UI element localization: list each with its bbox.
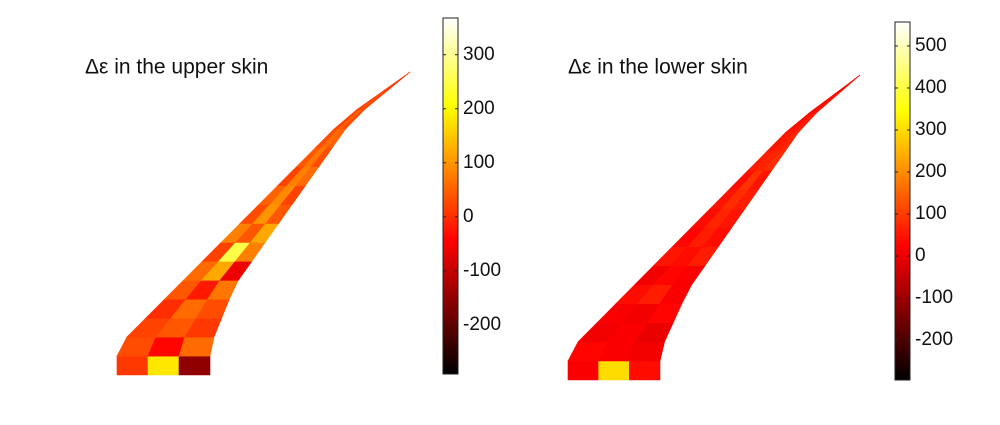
colorbar-tick-label: 100 [915, 203, 947, 224]
colorbar-tick-label: 0 [463, 206, 474, 227]
colorbar-tick-label: 0 [915, 245, 926, 266]
heat-cell [337, 109, 363, 130]
colorbar-tick-label: -200 [463, 314, 501, 335]
heat-cell [567, 360, 599, 381]
heat-cell [813, 93, 839, 114]
chart-title: Δε in the lower skin [568, 56, 748, 79]
colorbar-tick-label: -200 [915, 329, 953, 350]
colorbar-tick-label: -100 [915, 287, 953, 308]
colorbar-tick-label: 300 [915, 119, 947, 140]
heat-cell [147, 355, 180, 376]
colorbar-tick-label: 200 [463, 98, 495, 119]
heat-cell [836, 74, 861, 95]
colorbar-tick-label: 200 [915, 161, 947, 182]
heat-cell [360, 90, 388, 111]
colorbar-tick-label: 300 [463, 44, 495, 65]
colorbar [442, 17, 459, 375]
colorbar-tick-label: 100 [463, 152, 495, 173]
heat-cell [628, 341, 665, 362]
heat-cell [178, 355, 211, 376]
colorbar [894, 21, 911, 381]
chart-title: Δε in the upper skin [85, 56, 268, 79]
colorbar-tick-label: -100 [463, 260, 501, 281]
heat-cell [789, 112, 815, 133]
colorbar-tick-label: 400 [915, 77, 947, 98]
heat-cell [598, 360, 630, 381]
colorbar-tick-label: 500 [915, 35, 947, 56]
heat-cell [384, 71, 411, 92]
heat-cell [178, 336, 215, 357]
heat-cell [629, 360, 661, 381]
heat-cell [116, 355, 149, 376]
